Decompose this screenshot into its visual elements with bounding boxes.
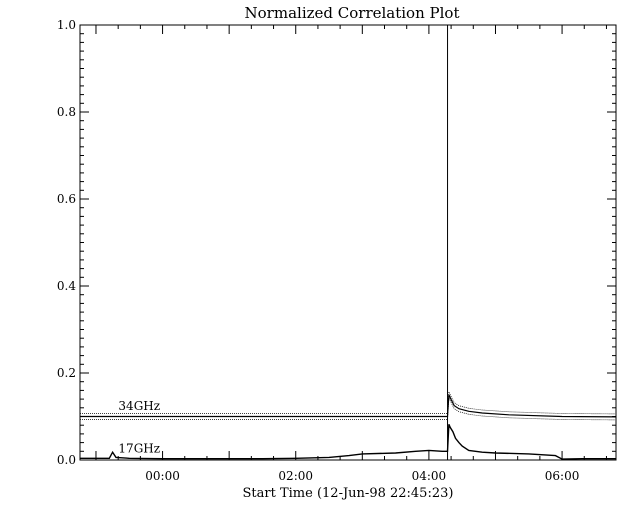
plot-area: 0.0 0.2 0.4 0.6 0.8 1.0 00:00 02:00 04:00 06:00 34… bbox=[57, 18, 617, 483]
plot-frame bbox=[79, 24, 617, 461]
x-tick-label: 00:00 bbox=[145, 469, 180, 483]
x-tick-label: 04:00 bbox=[412, 469, 447, 483]
y-tick-label: 0.6 bbox=[57, 192, 76, 206]
y-tick-label: 0.0 bbox=[57, 453, 76, 467]
series-band-upper-34ghz bbox=[80, 391, 617, 415]
y-tick-label: 0.4 bbox=[57, 279, 76, 293]
series-label-34ghz: 34GHz bbox=[118, 399, 160, 413]
chart-title: Normalized Correlation Plot bbox=[245, 4, 460, 22]
y-tick-label: 0.2 bbox=[57, 366, 76, 380]
y-tick-label: 0.8 bbox=[57, 105, 76, 119]
x-tick-label: 02:00 bbox=[278, 469, 313, 483]
series-band-lower-34ghz bbox=[80, 397, 617, 421]
y-tick-label: 1.0 bbox=[57, 18, 76, 32]
series-line-17ghz bbox=[80, 424, 616, 460]
series-label-17ghz: 17GHz bbox=[118, 442, 160, 456]
x-axis-label: Start Time (12-Jun-98 22:45:23) bbox=[243, 486, 454, 501]
x-tick-label: 06:00 bbox=[545, 469, 580, 483]
